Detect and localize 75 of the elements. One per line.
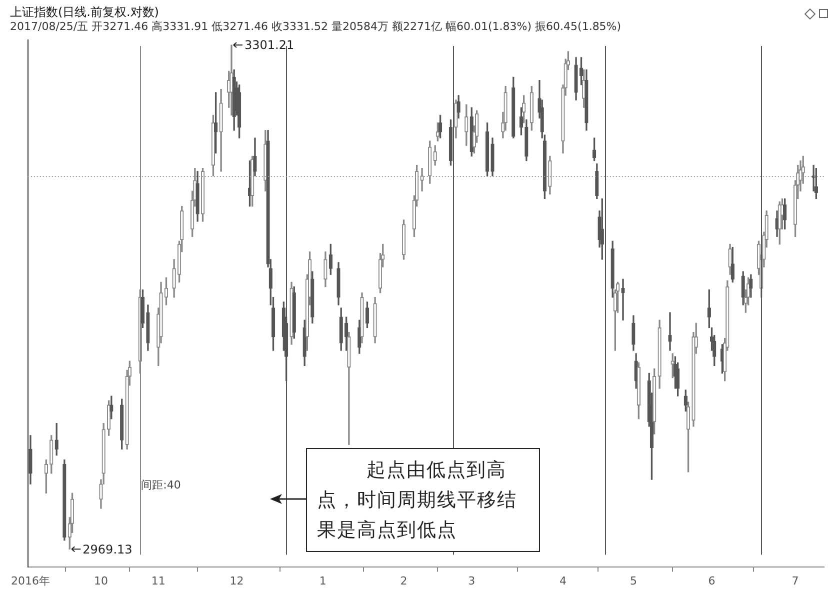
candlestick xyxy=(470,107,474,157)
x-tick-label: 2016年 xyxy=(10,574,50,588)
candlestick xyxy=(196,171,200,222)
candlestick xyxy=(668,312,672,351)
x-tick-label: 1 xyxy=(319,574,326,588)
candlestick xyxy=(358,320,362,354)
candlestick xyxy=(248,160,252,207)
candlestick xyxy=(420,168,424,192)
candlestick xyxy=(140,289,145,328)
candlestick xyxy=(428,140,432,184)
candlestick xyxy=(336,262,340,306)
candlestick xyxy=(658,320,662,389)
candlestick xyxy=(610,240,614,298)
x-tick-label: 12 xyxy=(230,574,244,588)
x-tick-label: 7 xyxy=(792,574,799,588)
candlestick xyxy=(310,271,314,324)
candlestick xyxy=(328,244,332,275)
candlestick xyxy=(524,119,528,162)
candlestick xyxy=(548,156,552,194)
candlestick xyxy=(728,244,732,275)
candlestick xyxy=(347,332,351,445)
candlestick xyxy=(365,302,370,328)
candlestick xyxy=(250,156,254,207)
candlestick xyxy=(324,251,328,288)
x-tick-label: 6 xyxy=(708,574,716,588)
candlestick xyxy=(686,402,690,472)
candlestick xyxy=(50,435,54,474)
candlestick xyxy=(146,304,150,351)
x-tick-label: 2 xyxy=(400,574,408,588)
x-tick-label: 10 xyxy=(94,574,108,588)
candlestick xyxy=(454,100,458,138)
candlestick xyxy=(530,86,534,131)
x-tick-label: 11 xyxy=(151,574,166,588)
x-tick-label: 3 xyxy=(468,574,476,588)
candlestick xyxy=(621,278,625,320)
candlestick xyxy=(632,315,636,351)
annotation: 2969.13 xyxy=(82,542,132,556)
candlestick xyxy=(512,76,516,138)
candlestick xyxy=(595,163,599,200)
candlestick xyxy=(292,286,296,339)
candlestick xyxy=(652,368,656,434)
candlestick xyxy=(490,138,494,176)
candlestick xyxy=(402,220,406,260)
candlestick xyxy=(814,168,818,200)
candlestick xyxy=(44,459,48,494)
candlestick xyxy=(230,44,234,116)
candlestick xyxy=(584,69,588,131)
candlestick xyxy=(237,84,242,138)
candlestick xyxy=(436,122,440,142)
annotation: 起点由低点到高点，时间周期线平移结果是高点到低点 xyxy=(306,448,540,552)
candlestick xyxy=(636,362,641,420)
candlestick xyxy=(62,459,66,541)
chart-subtitle: 2017/08/25/五 开3271.46 高3331.91 低3271.46 收3331.52 量20584万 额2271亿 幅60.01(1.83%) 振60.45(1.85%) xyxy=(10,19,622,34)
candlestick xyxy=(783,198,787,230)
candlestick xyxy=(778,201,782,245)
candlestick xyxy=(574,57,578,100)
candlestick xyxy=(522,95,526,124)
candlestick xyxy=(211,114,216,176)
candlestick xyxy=(485,122,490,176)
candlestick xyxy=(28,435,32,484)
candlestick xyxy=(373,297,377,344)
annotation: 间距:40 xyxy=(141,478,181,492)
x-tick-label: 4 xyxy=(559,574,566,588)
candlestick xyxy=(120,398,124,450)
candlestick xyxy=(172,259,176,298)
annotation: 3301.21 xyxy=(244,38,294,52)
candlestick xyxy=(302,320,306,366)
candlestick xyxy=(456,95,460,119)
x-tick-label: 5 xyxy=(630,574,637,588)
candlestick xyxy=(360,292,364,344)
candlestick xyxy=(219,89,223,172)
chart-title: 上证指数(日线.前复权.对数) xyxy=(10,4,159,20)
candlestick xyxy=(54,423,58,456)
candlestick xyxy=(106,400,111,436)
candlestick xyxy=(433,145,437,166)
